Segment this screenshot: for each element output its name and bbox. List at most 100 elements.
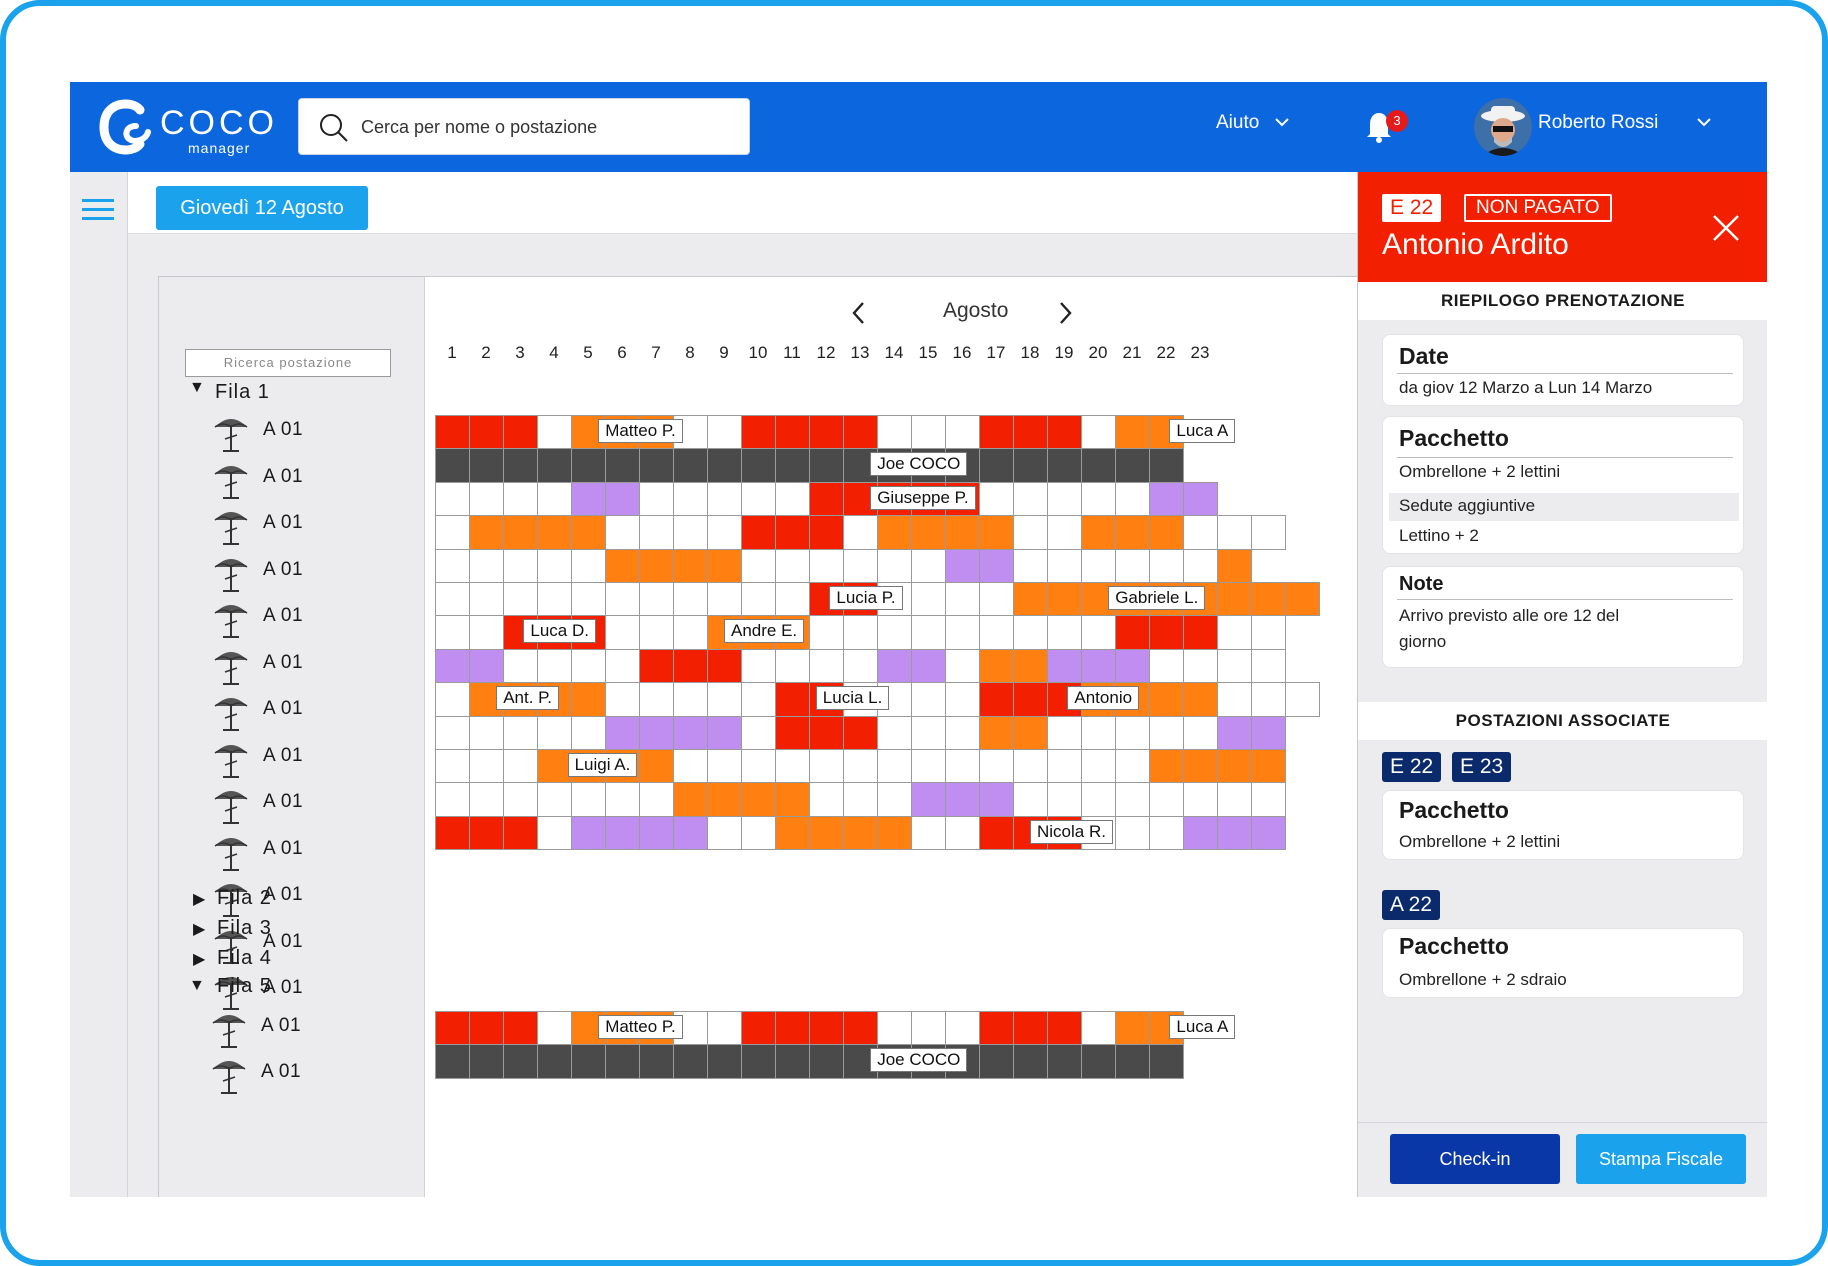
booking-cell[interactable]: [503, 815, 538, 851]
day-number[interactable]: 12: [816, 343, 836, 362]
booking-cell[interactable]: [1013, 648, 1048, 684]
booking-cell[interactable]: [503, 782, 538, 817]
booking-cell[interactable]: [1115, 782, 1150, 817]
booking-cell[interactable]: [503, 481, 538, 517]
day-number[interactable]: 16: [952, 343, 972, 362]
booking-cell[interactable]: [1047, 448, 1082, 483]
booking-cell[interactable]: [435, 1044, 470, 1079]
expand-triangle-icon[interactable]: ▶: [193, 951, 206, 968]
booking-cell[interactable]: [639, 782, 674, 817]
day-number[interactable]: 10: [748, 343, 768, 362]
booking-label[interactable]: Gabriele L.: [1108, 586, 1206, 610]
booking-cell[interactable]: [469, 1044, 504, 1079]
booking-cell[interactable]: [1013, 548, 1048, 583]
booking-cell[interactable]: [639, 749, 674, 784]
booking-cell[interactable]: [673, 515, 708, 550]
booking-cell[interactable]: [469, 481, 504, 517]
booking-cell[interactable]: [877, 515, 912, 550]
booking-cell[interactable]: [877, 782, 912, 817]
booking-cell[interactable]: [469, 782, 504, 817]
booking-cell[interactable]: [843, 415, 878, 450]
seat-search-input[interactable]: Ricerca postazione: [185, 349, 391, 377]
booking-cell[interactable]: [537, 815, 572, 851]
booking-cell[interactable]: [911, 749, 946, 784]
booking-cell[interactable]: [1047, 481, 1082, 517]
booking-cell[interactable]: [639, 615, 674, 650]
booking-cell[interactable]: [707, 1011, 742, 1046]
booking-cell[interactable]: [809, 448, 844, 483]
booking-cell[interactable]: [707, 582, 742, 617]
booking-cell[interactable]: [571, 448, 606, 483]
booking-label[interactable]: Giuseppe P.: [870, 485, 976, 510]
booking-cell[interactable]: [537, 1011, 572, 1046]
booking-cell[interactable]: [605, 682, 640, 717]
booking-label[interactable]: Lucia P.: [829, 586, 903, 610]
print-receipt-button[interactable]: Stampa Fiscale: [1576, 1134, 1746, 1184]
assoc-tag-e23[interactable]: E 23: [1452, 752, 1512, 782]
search-input[interactable]: [361, 109, 731, 145]
expand-triangle-icon[interactable]: ▶: [193, 921, 206, 938]
help-menu[interactable]: Aiuto: [1216, 112, 1260, 133]
booking-cell[interactable]: [775, 548, 810, 583]
booking-cell[interactable]: [639, 715, 674, 750]
booking-cell[interactable]: [911, 582, 946, 617]
booking-cell[interactable]: [605, 582, 640, 617]
booking-cell[interactable]: [1013, 582, 1048, 617]
booking-cell[interactable]: [1251, 749, 1286, 784]
booking-cell[interactable]: [809, 815, 844, 851]
booking-cell[interactable]: [1183, 648, 1218, 684]
booking-cell[interactable]: [1251, 715, 1286, 750]
booking-cell[interactable]: [503, 515, 538, 550]
booking-cell[interactable]: [1115, 415, 1150, 450]
booking-cell[interactable]: [741, 415, 776, 450]
booking-cell[interactable]: [1149, 782, 1184, 817]
booking-cell[interactable]: [639, 648, 674, 684]
booking-cell[interactable]: [809, 415, 844, 450]
booking-label[interactable]: Nicola R.: [1030, 819, 1113, 844]
booking-cell[interactable]: [707, 648, 742, 684]
booking-cell[interactable]: [605, 715, 640, 750]
booking-cell[interactable]: [877, 415, 912, 450]
booking-cell[interactable]: [1047, 648, 1082, 684]
booking-cell[interactable]: [1149, 548, 1184, 583]
booking-cell[interactable]: [673, 682, 708, 717]
seat-item[interactable]: A 01: [261, 1015, 302, 1036]
date-picker-button[interactable]: Giovedì 12 Agosto: [156, 186, 368, 230]
booking-cell[interactable]: [775, 648, 810, 684]
booking-cell[interactable]: [1013, 481, 1048, 517]
booking-cell[interactable]: [673, 615, 708, 650]
booking-cell[interactable]: [537, 415, 572, 450]
day-number[interactable]: 1: [447, 343, 457, 362]
day-number[interactable]: 17: [986, 343, 1006, 362]
booking-cell[interactable]: [605, 615, 640, 650]
avatar[interactable]: [1474, 98, 1532, 156]
booking-cell[interactable]: [1081, 481, 1116, 517]
booking-cell[interactable]: [741, 1044, 776, 1079]
booking-cell[interactable]: [571, 1044, 606, 1079]
booking-cell[interactable]: [673, 648, 708, 684]
booking-cell[interactable]: [1013, 782, 1048, 817]
booking-cell[interactable]: [979, 815, 1014, 851]
booking-cell[interactable]: [435, 548, 470, 583]
booking-cell[interactable]: [775, 1011, 810, 1046]
booking-cell[interactable]: [1115, 481, 1150, 517]
booking-cell[interactable]: [1149, 715, 1184, 750]
booking-cell[interactable]: [1251, 648, 1286, 684]
seat-item[interactable]: A 01: [263, 744, 304, 766]
booking-cell[interactable]: [707, 515, 742, 550]
booking-cell[interactable]: [605, 648, 640, 684]
booking-cell[interactable]: [673, 448, 708, 483]
booking-cell[interactable]: [1183, 815, 1218, 851]
booking-cell[interactable]: [1217, 582, 1252, 617]
expand-triangle-icon[interactable]: ▶: [193, 891, 206, 908]
booking-cell[interactable]: [741, 648, 776, 684]
booking-cell[interactable]: [571, 515, 606, 550]
booking-cell[interactable]: [469, 615, 504, 650]
booking-cell[interactable]: [911, 715, 946, 750]
seat-item[interactable]: A 01: [263, 698, 304, 719]
day-number[interactable]: 11: [783, 343, 801, 362]
booking-cell[interactable]: [979, 749, 1014, 784]
booking-cell[interactable]: [741, 515, 776, 550]
booking-cell[interactable]: [537, 448, 572, 483]
booking-cell[interactable]: [775, 515, 810, 550]
